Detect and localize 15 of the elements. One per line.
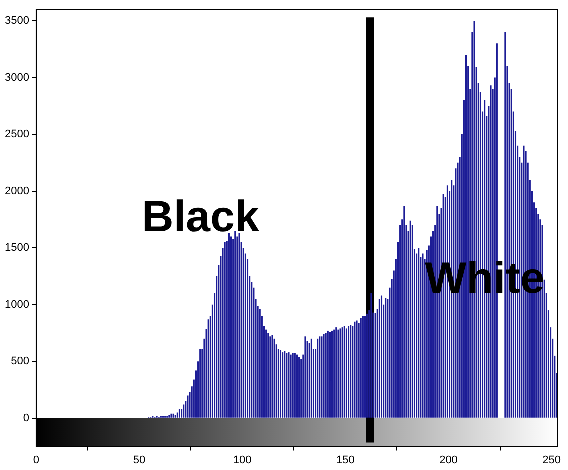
x-tick-label: 50 [133, 454, 146, 466]
y-tick-label: 3000 [4, 72, 30, 84]
y-tick-label: 0 [23, 412, 30, 424]
x-tick-label: 250 [542, 454, 561, 466]
y-tick-label: 500 [11, 356, 30, 368]
x-tick-label: 0 [33, 454, 40, 466]
annotation: Black [142, 192, 260, 242]
y-tick-label: 3500 [4, 14, 30, 27]
y-tick-label: 2000 [4, 185, 30, 198]
y-tick-label: 2500 [4, 128, 30, 141]
x-tick-label: 100 [233, 454, 252, 466]
y-tick-label: 1500 [4, 242, 30, 254]
y-tick-label: 1000 [4, 298, 30, 311]
x-tick-label: 200 [440, 454, 458, 466]
x-tick-label: 150 [336, 454, 355, 466]
